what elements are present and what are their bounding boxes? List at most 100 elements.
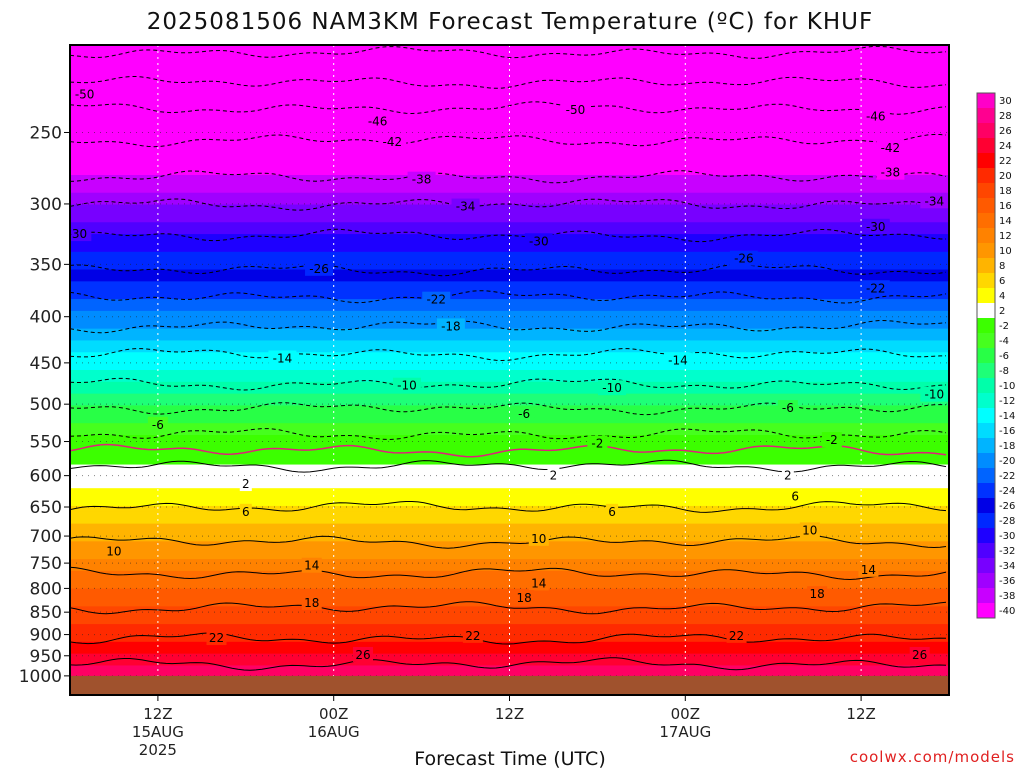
temp-band (70, 435, 949, 442)
contour-label-bg (514, 590, 535, 606)
contour-label-bg (103, 543, 124, 559)
temp-band (70, 127, 949, 135)
colorbar-label: -28 (999, 516, 1015, 527)
temp-band (70, 92, 949, 99)
temp-band (70, 328, 949, 336)
colorbar-label: -14 (999, 411, 1015, 422)
contour-label-bg (301, 557, 322, 573)
contour-label-bg (858, 561, 879, 577)
pressure-tick-label: 400 (30, 308, 62, 328)
pressure-tick-label: 650 (30, 498, 62, 518)
colorbar-label: -2 (999, 321, 1009, 332)
contour-label: -38 (412, 173, 432, 187)
contour-label: -26 (734, 252, 754, 266)
contour-label: 18 (517, 591, 532, 605)
contour-label-bg (663, 352, 692, 368)
contour-label-bg (950, 80, 978, 95)
contour-label: 6 (242, 505, 250, 519)
contour-label: -26 (309, 262, 329, 276)
time-tick-label: 12Z (846, 705, 875, 723)
colorbar-label: -26 (999, 501, 1015, 512)
contour-label: -42 (881, 141, 901, 155)
pressure-tick-label: 900 (30, 626, 62, 646)
colorbar-swatch (977, 423, 995, 438)
contour-label: 14 (304, 559, 319, 573)
contour-label: -10 (397, 379, 417, 393)
temp-band (70, 86, 949, 94)
contour-label: 10 (802, 523, 817, 537)
contour-label: -22 (866, 281, 886, 295)
colorbar-swatch (977, 393, 995, 408)
isotherm--38 (70, 170, 947, 184)
colorbar-label: -8 (999, 366, 1009, 377)
colorbar-label: 28 (999, 111, 1012, 122)
temp-band (70, 671, 949, 679)
colorbar-label: 10 (999, 246, 1012, 257)
colorbar-swatch (977, 93, 995, 108)
temp-band (70, 387, 949, 395)
temp-band (70, 500, 949, 507)
contour-label-bg (587, 435, 608, 451)
colorbar-swatch (977, 333, 995, 348)
colorbar-swatch (977, 408, 995, 423)
isotherm--2 (70, 428, 947, 441)
pressure-tick-label: 800 (30, 579, 62, 599)
temp-band (70, 316, 949, 324)
temp-band (70, 470, 949, 478)
x-axis-title: Forecast Time (UTC) (414, 748, 605, 768)
contour-label-bg (606, 503, 619, 519)
pressure-tick-label: 350 (30, 255, 62, 275)
contour-label: -10 (602, 381, 622, 395)
contour-label-bg (514, 406, 535, 422)
colorbar-label: -24 (999, 486, 1015, 497)
contour-label-bg (920, 386, 949, 402)
contour-labels: -50 -50 -50 -46 -46 -42 -42 -38 -38 -34 -34 -30 -30 -… (70, 80, 978, 662)
freezing-level-line (70, 443, 947, 458)
colorbar-swatch (977, 258, 995, 273)
contour-label-bg (70, 226, 92, 242)
contour-label: 18 (304, 596, 319, 610)
colorbar-swatch (977, 363, 995, 378)
contour-label: -34 (456, 200, 476, 214)
isotherm--22 (70, 290, 947, 304)
contour-label: 26 (912, 648, 927, 662)
isotherm--18 (70, 319, 947, 334)
pressure-tick-label: 700 (30, 527, 62, 547)
contour-label: -38 (881, 166, 901, 180)
time-tick-label: 12Z (495, 705, 524, 723)
contour-label-bg (561, 101, 590, 117)
temp-band (70, 322, 949, 330)
colorbar-label: -22 (999, 471, 1015, 482)
temp-band (70, 281, 949, 289)
colorbar-label: 14 (999, 216, 1012, 227)
temp-band (70, 104, 949, 111)
isotherm-lines (70, 45, 947, 671)
temp-band (70, 411, 949, 419)
colorbar-label: -10 (999, 381, 1015, 392)
colorbar-label: -34 (999, 561, 1015, 572)
contour-label-bg (392, 377, 421, 393)
credit-link[interactable]: coolwx.com/models (850, 748, 1015, 766)
isotherm--46 (70, 101, 947, 115)
temp-band (70, 665, 949, 673)
temp-band (70, 429, 949, 436)
temp-band (70, 511, 949, 519)
contour-label-bg (147, 416, 168, 432)
contour-label-bg (239, 503, 252, 519)
temp-band (70, 440, 949, 448)
colorbar-label: -6 (999, 351, 1009, 362)
colorbar-swatch (977, 243, 995, 258)
temp-band (70, 358, 949, 365)
temp-band (70, 310, 949, 318)
temp-band (70, 464, 949, 472)
contour-label-bg (920, 193, 949, 209)
colorbar-swatch (977, 573, 995, 588)
contour-label-bg (301, 594, 322, 610)
colorbar-label: -32 (999, 546, 1015, 557)
contour-label: -50 (566, 103, 586, 117)
colorbar-swatch (977, 483, 995, 498)
temp-band (70, 375, 949, 383)
contour-label: -2 (591, 437, 603, 451)
contour-label: -30 (529, 234, 549, 248)
